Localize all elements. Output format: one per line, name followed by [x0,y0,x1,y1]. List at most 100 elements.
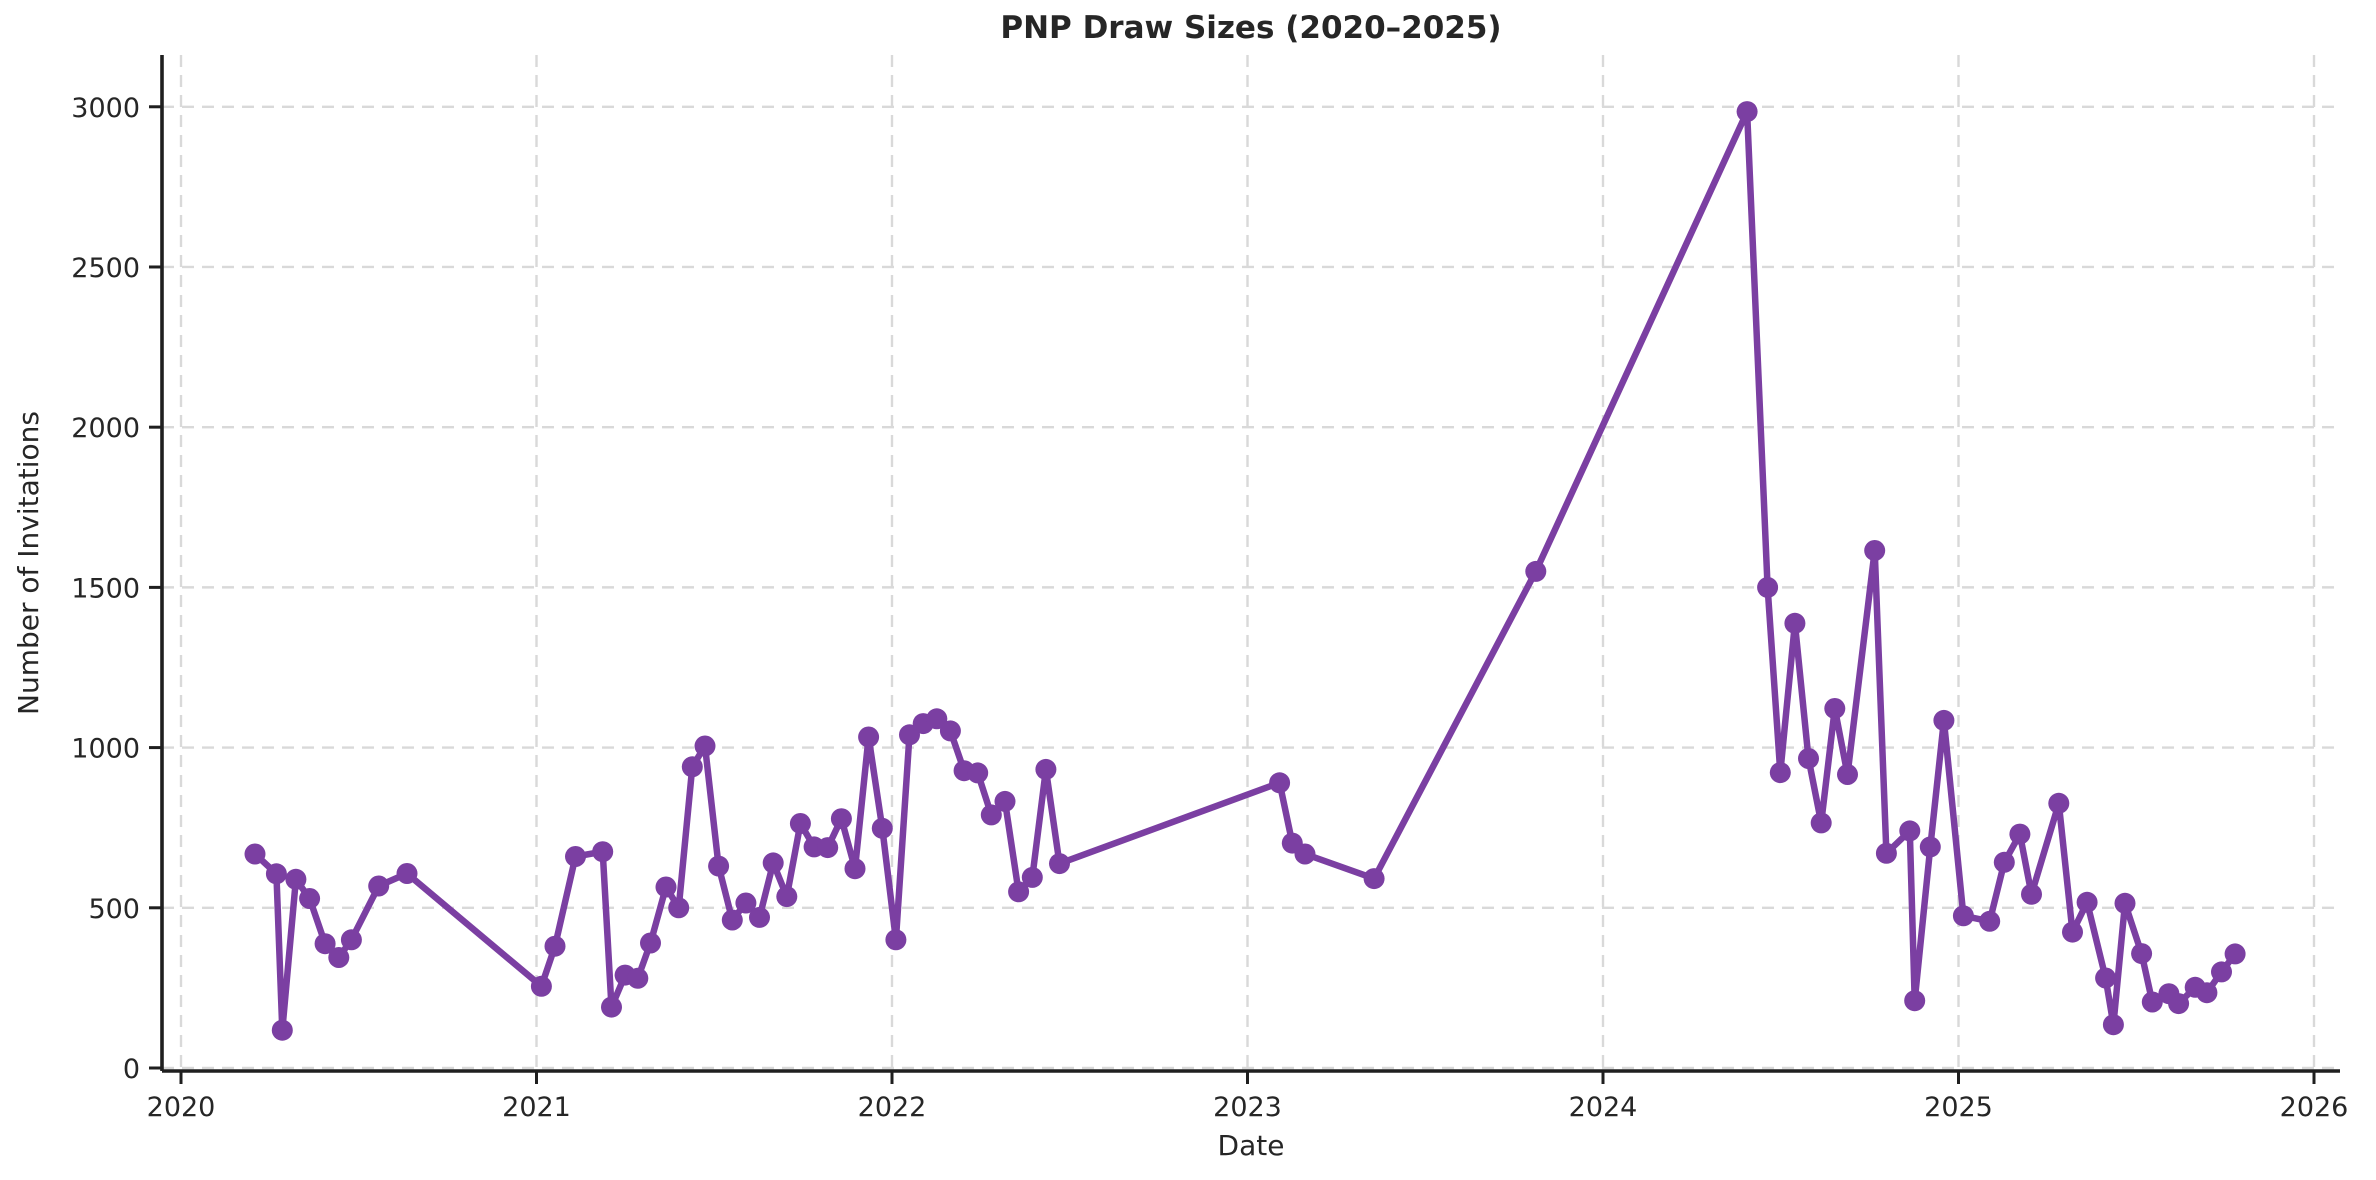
data-point [655,876,677,898]
data-point [885,929,907,951]
data-point [2131,943,2153,965]
data-point [2076,891,2098,913]
data-point [2211,961,2232,983]
data-point [1525,560,1547,582]
data-point [565,846,586,867]
data-point [1769,762,1791,784]
data-point [2021,883,2042,905]
data-point [1363,868,1385,890]
data-point [1736,101,1758,123]
data-point [2168,993,2190,1015]
x-tick-label-2024: 2024 [1569,1092,1638,1123]
x-axis-label: Date [1218,1129,1285,1162]
data-point [2009,823,2031,845]
data-point [830,808,852,830]
data-point [1933,709,1955,731]
data-point [776,886,798,908]
gridlines [162,55,2340,1071]
data-point [1784,612,1806,634]
data-point [994,790,1016,812]
data-point [939,720,961,742]
data-point [967,762,989,784]
y-tick-label-500: 500 [88,894,140,925]
data-point [1837,764,1858,785]
data-point [285,868,307,890]
axes [149,55,2340,1084]
data-point [1049,853,1070,875]
data-point [627,967,649,989]
y-axis-label: Number of Invitations [12,411,45,715]
data-point [1979,910,2001,932]
data-point [244,843,266,865]
data-series [244,101,2246,1041]
x-tick-label-2025: 2025 [1924,1092,1993,1123]
tick-labels: 2020 2021 2022 2023 2024 2025 2026 0 500 1000 1500… [71,93,2348,1123]
data-point [858,726,880,748]
y-tick-label-1500: 1500 [71,573,140,604]
data-point [340,929,362,951]
data-point [980,804,1002,826]
data-point [396,863,418,884]
data-point [735,892,757,914]
data-point [1993,851,2015,873]
data-point [1904,990,1926,1012]
data-point [1294,843,1316,865]
data-point [668,897,690,919]
data-point [789,813,811,834]
data-point [694,735,716,757]
data-point [544,935,566,957]
data-point [721,909,743,931]
data-point [1952,905,1974,927]
data-point [817,837,839,859]
series-line [251,108,2239,1034]
data-point [1875,842,1897,864]
x-tick-label-2022: 2022 [858,1092,927,1123]
data-point [708,855,730,877]
y-tick-label-0: 0 [123,1054,140,1085]
data-point [1798,748,1819,769]
data-point [1810,812,1832,834]
data-point [592,841,614,863]
data-point [2102,1014,2124,1036]
data-point [2048,792,2070,814]
x-tick-label-2020: 2020 [147,1092,216,1123]
data-point [368,875,390,897]
data-point [1757,576,1779,598]
chart-title: PNP Draw Sizes (2020–2025) [1000,10,1501,46]
y-tick-label-2500: 2500 [71,253,140,284]
y-tick-label-1000: 1000 [71,734,140,765]
data-point [2114,892,2136,914]
data-point [2224,943,2246,965]
data-point [530,975,552,997]
data-point [640,932,661,954]
data-point [1008,881,1030,903]
data-point [1864,540,1886,561]
x-tick-label-2021: 2021 [502,1092,571,1123]
data-point [1035,758,1057,780]
data-point [749,906,770,928]
data-point [1824,698,1846,719]
data-point [681,756,703,778]
data-point [601,996,622,1018]
data-point [2141,991,2163,1013]
y-tick-label-2000: 2000 [71,413,140,444]
data-point [271,1019,293,1041]
data-point [2095,967,2117,989]
data-point [1899,820,1921,842]
data-point [299,888,321,909]
data-point [1919,836,1941,858]
x-tick-label-2026: 2026 [2280,1092,2349,1123]
y-tick-label-3000: 3000 [71,93,140,124]
data-point [328,947,350,968]
data-point [871,817,893,839]
data-point [2196,982,2218,1004]
data-point [265,863,287,885]
data-point [1269,772,1291,794]
data-point [844,858,866,880]
x-tick-label-2023: 2023 [1213,1092,1282,1123]
data-point [926,708,948,730]
data-point [2062,921,2083,943]
data-point [1021,866,1043,888]
